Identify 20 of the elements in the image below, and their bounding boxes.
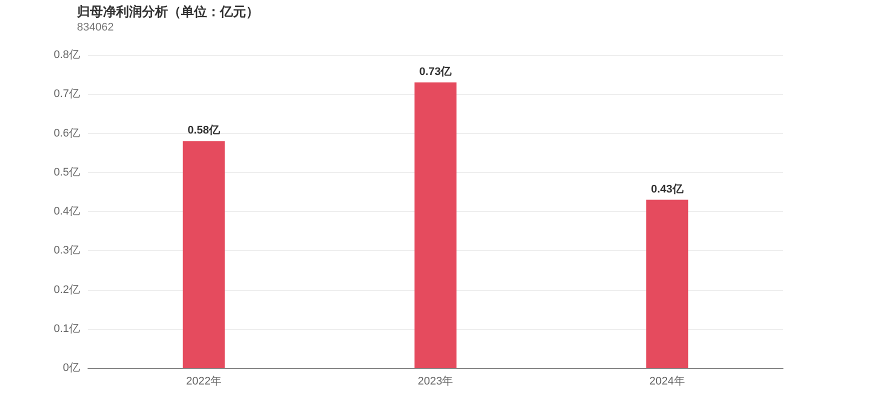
y-tick-label: 0.6亿 xyxy=(54,127,80,140)
chart-title: 归母净利润分析（单位：亿元） xyxy=(76,4,259,19)
x-tick-label: 2023年 xyxy=(418,376,454,388)
x-tick-label: 2024年 xyxy=(649,376,685,388)
chart-subtitle: 834062 xyxy=(77,22,114,34)
bar xyxy=(182,141,225,368)
y-tick-label: 0.3亿 xyxy=(54,244,80,257)
data-label: 0.73亿 xyxy=(419,66,453,78)
x-tick-label: 2022年 xyxy=(186,376,222,388)
y-tick-label: 0.1亿 xyxy=(54,322,80,335)
bar xyxy=(414,82,456,368)
y-tick-label: 0.8亿 xyxy=(54,49,80,61)
data-label: 0.58亿 xyxy=(188,124,222,137)
y-tick-label: 0.5亿 xyxy=(54,166,80,178)
y-tick-label: 0.4亿 xyxy=(54,206,80,218)
bar xyxy=(646,200,688,368)
y-tick-label: 0.7亿 xyxy=(54,88,80,100)
y-tick-label: 0.2亿 xyxy=(54,284,80,296)
y-tick-label: 0亿 xyxy=(62,362,80,374)
data-label: 0.43亿 xyxy=(650,183,684,196)
